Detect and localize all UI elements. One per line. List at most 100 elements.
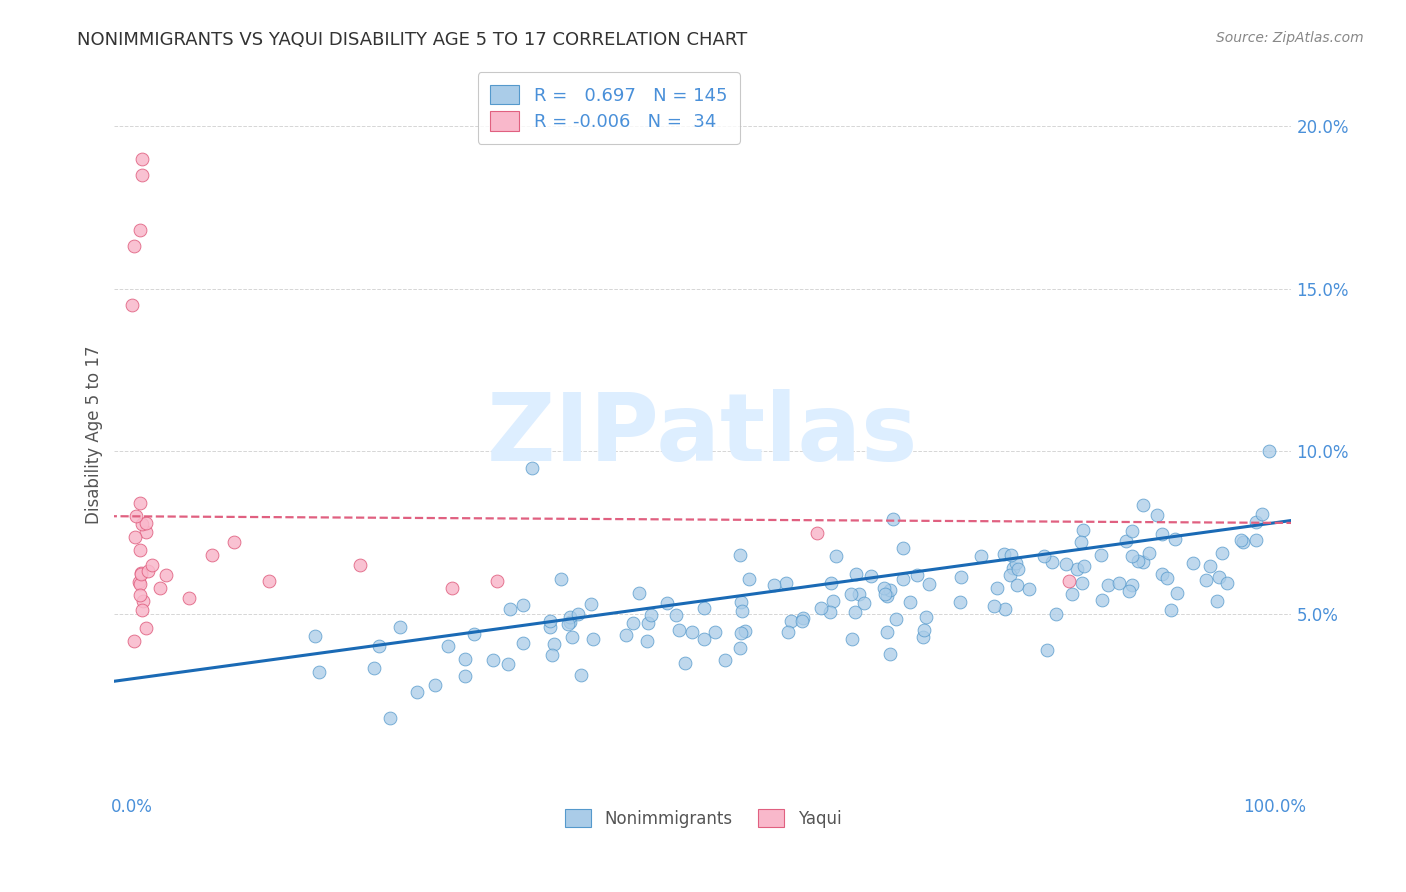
Point [860, 569, 883, 583]
Point [308, 665, 330, 679]
Point [124, 530, 146, 544]
Point [125, 509, 148, 524]
Point [882, 512, 904, 526]
Point [818, 606, 841, 620]
Point [558, 615, 581, 630]
Point [1070, 576, 1092, 591]
Point [1057, 574, 1080, 589]
Point [780, 614, 803, 628]
Point [122, 633, 145, 648]
Point [423, 677, 446, 691]
Point [520, 460, 543, 475]
Point [728, 641, 751, 656]
Point [879, 583, 901, 598]
Point [1156, 571, 1178, 585]
Point [200, 549, 222, 563]
Point [538, 614, 561, 628]
Point [1195, 574, 1218, 588]
Point [983, 599, 1005, 613]
Point [1216, 575, 1239, 590]
Point [1001, 561, 1024, 575]
Point [637, 615, 659, 630]
Point [792, 614, 814, 628]
Point [998, 567, 1021, 582]
Point [806, 525, 828, 540]
Point [440, 581, 463, 595]
Point [673, 657, 696, 671]
Point [132, 593, 155, 607]
Point [704, 624, 727, 639]
Point [1132, 555, 1154, 569]
Point [734, 624, 756, 639]
Point [714, 653, 737, 667]
Point [437, 639, 460, 653]
Text: ZIPatlas: ZIPatlas [488, 389, 918, 481]
Point [891, 572, 914, 586]
Text: Source: ZipAtlas.com: Source: ZipAtlas.com [1216, 31, 1364, 45]
Point [135, 621, 157, 635]
Point [655, 596, 678, 610]
Point [141, 558, 163, 573]
Point [561, 630, 583, 644]
Point [853, 596, 876, 610]
Point [1108, 576, 1130, 591]
Point [129, 567, 152, 582]
Point [1182, 557, 1205, 571]
Point [1097, 578, 1119, 592]
Point [693, 632, 716, 647]
Point [693, 601, 716, 615]
Point [848, 587, 870, 601]
Point [1251, 507, 1274, 521]
Point [543, 637, 565, 651]
Point [550, 572, 572, 586]
Point [557, 617, 579, 632]
Point [640, 607, 662, 622]
Point [994, 602, 1017, 616]
Point [876, 624, 898, 639]
Point [879, 647, 901, 661]
Point [1164, 532, 1187, 546]
Text: NONIMMIGRANTS VS YAQUI DISABILITY AGE 5 TO 17 CORRELATION CHART: NONIMMIGRANTS VS YAQUI DISABILITY AGE 5 … [77, 31, 748, 49]
Point [728, 548, 751, 562]
Point [776, 625, 799, 640]
Point [1121, 549, 1143, 563]
Point [986, 582, 1008, 596]
Legend: Nonimmigrants, Yaqui: Nonimmigrants, Yaqui [558, 803, 848, 834]
Point [1229, 533, 1251, 547]
Point [911, 630, 934, 644]
Point [149, 581, 172, 595]
Point [912, 623, 935, 637]
Point [884, 612, 907, 626]
Point [512, 598, 534, 612]
Y-axis label: Disability Age 5 to 17: Disability Age 5 to 17 [86, 346, 103, 524]
Point [1211, 546, 1233, 560]
Point [614, 628, 637, 642]
Point [304, 628, 326, 642]
Point [558, 610, 581, 624]
Point [1007, 561, 1029, 575]
Point [512, 636, 534, 650]
Point [1244, 533, 1267, 547]
Point [131, 152, 153, 166]
Point [1160, 603, 1182, 617]
Point [969, 549, 991, 563]
Point [839, 586, 862, 600]
Point [668, 623, 690, 637]
Point [824, 549, 846, 563]
Point [129, 566, 152, 581]
Point [872, 581, 894, 595]
Point [1246, 515, 1268, 529]
Point [1115, 534, 1137, 549]
Point [1137, 546, 1160, 560]
Point [131, 168, 153, 182]
Point [486, 574, 509, 589]
Point [121, 298, 143, 312]
Point [891, 541, 914, 555]
Point [775, 576, 797, 591]
Point [1070, 535, 1092, 549]
Point [541, 648, 564, 663]
Point [463, 627, 485, 641]
Point [730, 594, 752, 608]
Point [378, 711, 401, 725]
Point [496, 657, 519, 672]
